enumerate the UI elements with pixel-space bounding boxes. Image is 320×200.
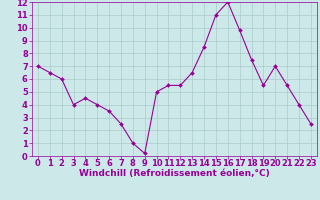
X-axis label: Windchill (Refroidissement éolien,°C): Windchill (Refroidissement éolien,°C)	[79, 169, 270, 178]
